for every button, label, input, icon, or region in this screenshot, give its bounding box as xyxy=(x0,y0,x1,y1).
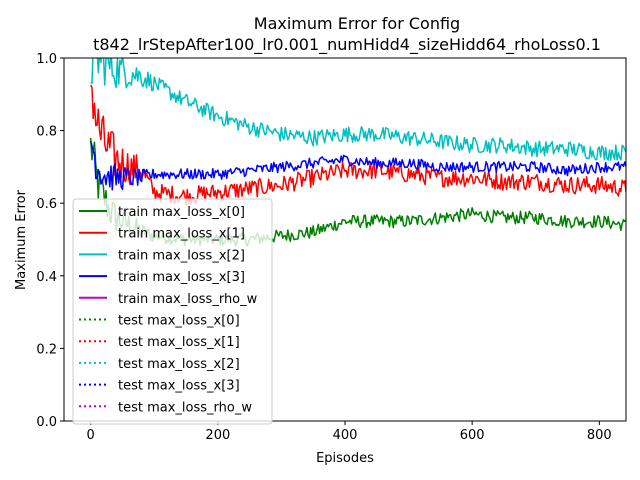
x-axis-label: Episodes xyxy=(316,451,374,466)
legend-label: test max_loss_x[3] xyxy=(118,379,240,394)
legend-label: train max_loss_x[2] xyxy=(118,248,245,263)
series-line-1 xyxy=(90,84,626,206)
axes: 0 200 400 600 800 0.0 0.2 0.4 0.6 0.8 1.0 xyxy=(36,52,627,443)
x-tick-label: 0 xyxy=(87,428,95,443)
series-line-3 xyxy=(89,141,626,191)
x-tick-label: 600 xyxy=(460,428,485,443)
y-axis-label: Maximum Error xyxy=(14,189,29,290)
y-tick-label: 1.0 xyxy=(36,52,57,67)
y-tick-label: 0.6 xyxy=(36,197,57,212)
y-tick-label: 0.2 xyxy=(36,342,57,357)
x-tick-label: 800 xyxy=(587,428,612,443)
legend: train max_loss_x[0]train max_loss_x[1]tr… xyxy=(72,198,273,425)
legend-label: test max_loss_x[0] xyxy=(118,314,240,329)
legend-label: train max_loss_rho_w xyxy=(118,292,258,307)
y-tick-label: 0.0 xyxy=(36,415,57,430)
y-tick-label: 0.4 xyxy=(36,270,57,285)
legend-box xyxy=(72,198,273,425)
legend-label: train max_loss_x[0] xyxy=(118,205,245,220)
x-tick-label: 200 xyxy=(205,428,230,443)
series-line-2 xyxy=(90,58,626,161)
legend-label: test max_loss_x[2] xyxy=(118,357,240,372)
legend-label: train max_loss_x[1] xyxy=(118,227,245,242)
legend-label: test max_loss_rho_w xyxy=(118,400,252,415)
x-tick-label: 400 xyxy=(333,428,358,443)
legend-label: test max_loss_x[1] xyxy=(118,335,240,350)
chart-subtitle: t842_lrStepAfter100_lr0.001_numHidd4_siz… xyxy=(93,35,601,55)
legend-label: train max_loss_x[3] xyxy=(118,270,245,285)
chart-title: Maximum Error for Config xyxy=(254,14,460,33)
y-tick-label: 0.8 xyxy=(36,125,57,140)
